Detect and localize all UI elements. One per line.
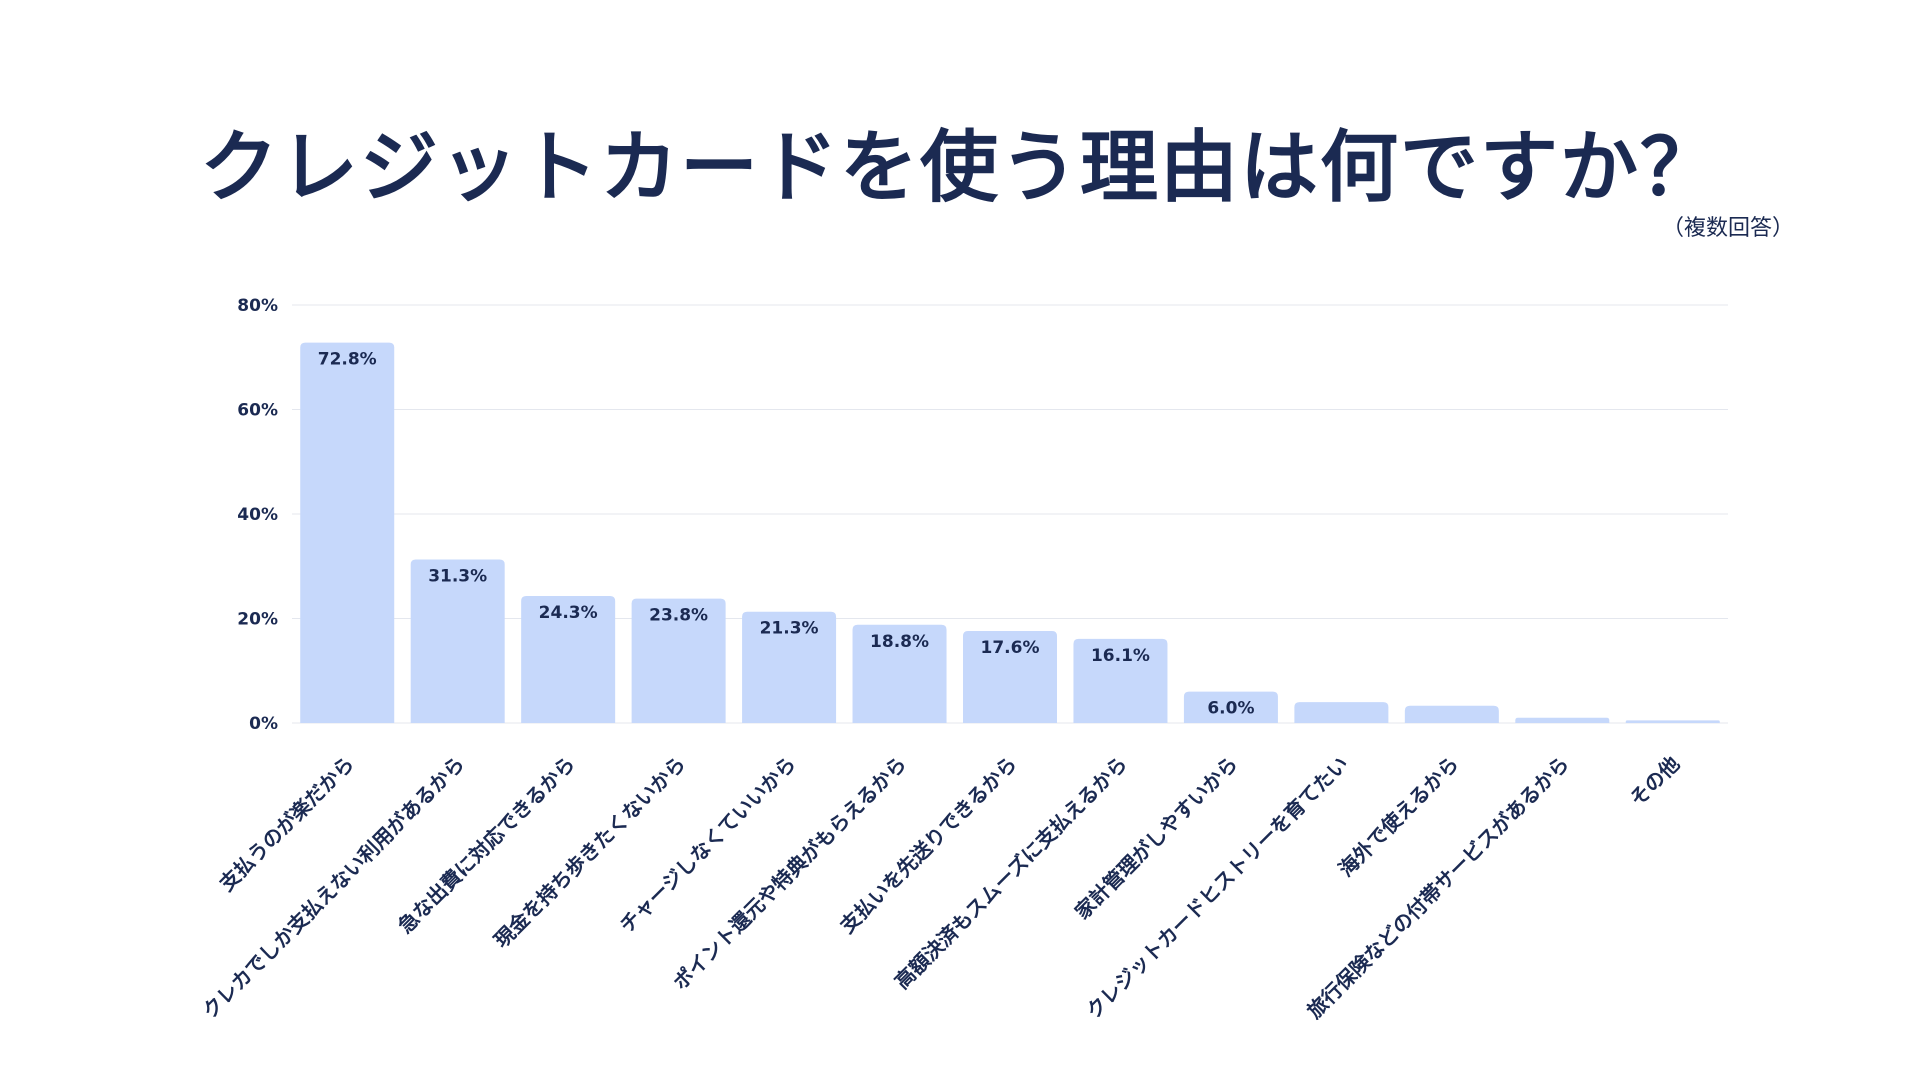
x-axis-labels: 支払うのが楽だからクレカでしか支払えない利用があるから急な出費に対応できるから現…	[198, 752, 1685, 1024]
data-label: 21.3%	[760, 619, 819, 639]
y-tick-label: 80%	[237, 296, 278, 316]
bar	[410, 559, 505, 723]
x-tick-label: 高額決済もスムーズに支払えるから	[890, 752, 1132, 994]
x-tick-label: チャージしなくていいから	[615, 752, 801, 938]
bar	[300, 342, 395, 723]
bars	[300, 342, 1720, 723]
y-tick-label: 60%	[237, 401, 278, 421]
data-label: 6.0%	[1207, 699, 1254, 719]
data-label: 24.3%	[539, 603, 598, 623]
bar	[852, 624, 947, 723]
y-tick-label: 20%	[237, 610, 278, 630]
y-axis-ticks: 0% 20% 40% 60% 80%	[237, 296, 278, 734]
y-tick-label: 40%	[237, 505, 278, 525]
bar	[963, 631, 1057, 723]
bar	[742, 611, 837, 723]
x-tick-label: ポイント還元や特典がもらえるから	[668, 752, 911, 995]
data-label: 23.8%	[649, 606, 708, 626]
chart-subtitle: （複数回答）	[1661, 216, 1794, 241]
bar	[1625, 720, 1720, 723]
x-tick-label: その他	[1625, 752, 1684, 811]
data-label: 16.1%	[1091, 646, 1150, 666]
bar	[521, 596, 616, 723]
bar	[1294, 702, 1389, 723]
x-tick-label: 現金を持ち歩きたくないから	[489, 752, 690, 953]
bar	[1073, 638, 1168, 723]
x-tick-label: 支払いを先送りできるから	[835, 752, 1021, 938]
data-label: 72.8%	[318, 350, 377, 370]
chart-title: クレジットカードを使う理由は何ですか？	[199, 123, 1720, 213]
data-label: 31.3%	[428, 566, 487, 586]
bar	[631, 598, 726, 723]
data-label: 17.6%	[981, 638, 1040, 658]
x-tick-label: 急な出費に対応できるから	[393, 752, 579, 938]
x-tick-label: 海外で使えるから	[1334, 752, 1464, 882]
bar	[1404, 705, 1499, 723]
data-labels: 72.8% 31.3% 24.3% 23.8% 21.3% 18.8% 17.6% 16.1%…	[318, 350, 1255, 719]
bar	[1183, 691, 1278, 723]
data-label: 18.8%	[870, 632, 929, 652]
bar	[1515, 717, 1610, 723]
y-tick-label: 0%	[249, 714, 278, 734]
